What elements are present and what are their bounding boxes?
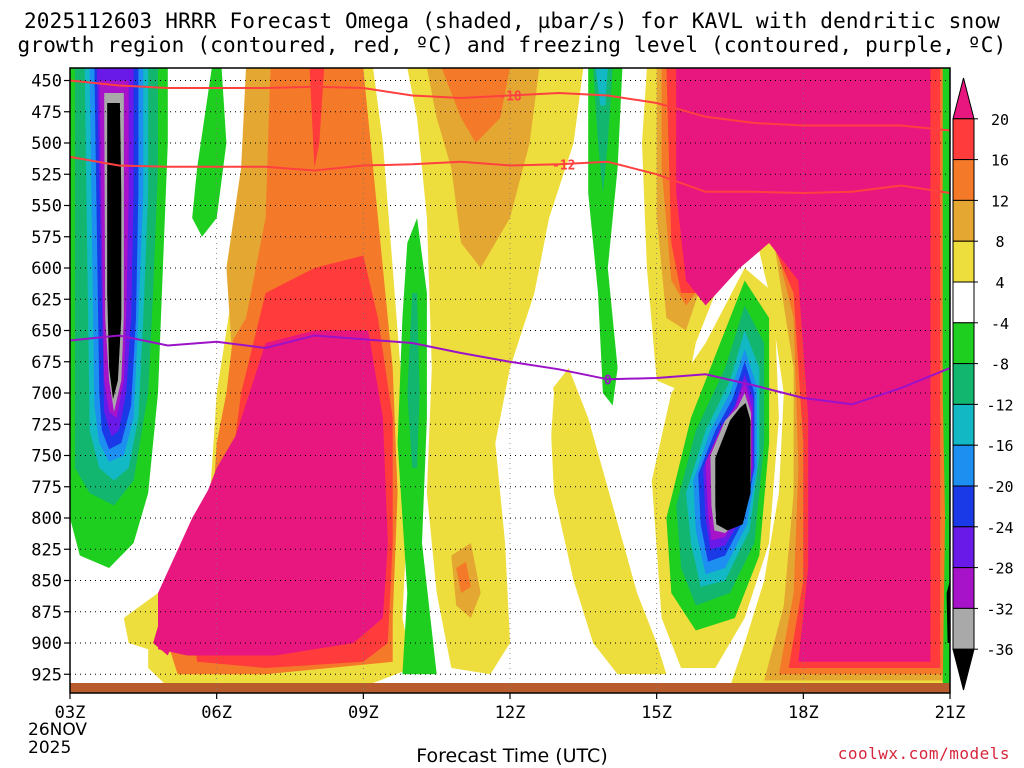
omega-region-29	[107, 103, 122, 400]
omega-region-45	[715, 403, 751, 531]
x-tick-label-09Z: 09Z	[348, 703, 379, 723]
y-tick-label-650: 650	[31, 322, 62, 342]
grid-lines	[69, 68, 951, 693]
x-axis: 03Z 06Z 09Z 12Z 15Z 18Z 21Z	[55, 693, 966, 723]
colorbar-swatch-12	[952, 567, 975, 609]
omega-region-18	[456, 561, 471, 593]
credit-link[interactable]: coolwx.com/models	[837, 744, 1010, 763]
y-tick-label-925: 925	[31, 665, 62, 685]
colorbar-label-6: -8	[991, 356, 1009, 374]
omega-region-10	[226, 68, 271, 343]
y-tick-label-875: 875	[31, 603, 62, 623]
omega-region-19	[373, 68, 408, 193]
y-tick-label-675: 675	[31, 353, 62, 373]
freezing-contour-label-0: 0	[604, 373, 612, 388]
colorbar-label-12: -32	[986, 600, 1013, 618]
freezing-contour-0	[70, 334, 950, 406]
y-tick-label-525: 525	[31, 165, 62, 185]
y-tick-label-575: 575	[31, 228, 62, 248]
colorbar-swatch-10	[952, 485, 975, 528]
colorbar-label-8: -16	[986, 437, 1013, 455]
colorbar-swatch-0	[952, 77, 975, 120]
dendritic-contour-label-0: -18	[498, 90, 522, 105]
y-tick-label-725: 725	[31, 415, 62, 435]
omega-region-14	[158, 330, 388, 656]
colorbar-swatch-11	[952, 526, 975, 569]
x-tick-label-15Z: 15Z	[641, 703, 672, 723]
omega-region-16	[309, 68, 325, 168]
omega-region-15	[153, 418, 246, 656]
omega-region-46	[942, 68, 950, 687]
omega-region-30	[192, 68, 227, 237]
chart-title-line-2: growth region (contoured, red, ºC) and f…	[17, 33, 1007, 57]
omega-region-3	[549, 368, 667, 675]
y-tick-label-800: 800	[31, 509, 62, 529]
colorbar-label-7: -12	[986, 396, 1013, 414]
chart-title-line-1: 2025112603 HRRR Forecast Omega (shaded, …	[23, 9, 1001, 33]
run-date-year: 2025	[28, 738, 72, 758]
x-tick-label-12Z: 12Z	[495, 703, 526, 723]
dendritic-contour-0	[70, 79, 950, 132]
omega-region-20	[500, 318, 574, 675]
colorbar-label-13: -36	[986, 641, 1013, 659]
colorbar-swatch-5	[952, 281, 975, 324]
colorbar-label-10: -24	[986, 519, 1013, 537]
y-tick-label-750: 750	[31, 447, 62, 467]
y-tick-label-775: 775	[31, 478, 62, 498]
x-axis-label: Forecast Time (UTC)	[416, 745, 608, 767]
x-tick-label-06Z: 06Z	[201, 703, 232, 723]
colorbar-label-1: 16	[991, 152, 1009, 170]
colorbar-swatch-4	[952, 240, 975, 283]
omega-region-47	[946, 580, 950, 643]
colorbar-label-9: -20	[986, 478, 1013, 496]
omega-region-8	[676, 68, 931, 662]
colorbar-label-2: 12	[991, 192, 1009, 210]
colorbar-swatch-13	[952, 607, 975, 650]
y-tick-label-700: 700	[31, 384, 62, 404]
colorbar-swatch-7	[952, 363, 975, 405]
run-date-day: 26NOV	[28, 720, 88, 740]
omega-region-2	[407, 68, 584, 675]
colorbar-swatch-3	[952, 199, 975, 242]
colorbar-label-0: 20	[991, 111, 1009, 129]
colorbar-legend: 20 16 12 8 4 -4 -8 -12 -16 -20 -24 -28 -32 -36	[952, 77, 1014, 691]
omega-region-12	[441, 68, 510, 143]
omega-region-11	[426, 68, 540, 268]
y-axis: 450 475 500 525 550 575 600 625 650 675 700 725 750 7…	[31, 72, 70, 685]
y-tick-label-500: 500	[31, 134, 62, 154]
colorbar-swatch-6	[952, 322, 975, 365]
y-tick-label-550: 550	[31, 197, 62, 217]
x-tick-label-03Z: 03Z	[55, 703, 86, 723]
y-tick-label-825: 825	[31, 540, 62, 560]
y-tick-label-900: 900	[31, 634, 62, 654]
x-tick-label-18Z: 18Z	[788, 703, 819, 723]
dendritic-contour-label-1: -12	[552, 158, 575, 173]
y-tick-label-850: 850	[31, 572, 62, 592]
colorbar-swatch-14	[952, 648, 975, 691]
colorbar-label-3: 8	[995, 233, 1004, 251]
y-tick-label-450: 450	[31, 72, 62, 92]
colorbar-label-4: 4	[995, 274, 1004, 292]
colorbar-label-11: -28	[986, 560, 1013, 578]
omega-region-34	[593, 68, 613, 193]
y-tick-label-625: 625	[31, 290, 62, 310]
contour-lines: -18 -12 0	[70, 79, 950, 406]
dendritic-contour-1	[70, 155, 950, 195]
colorbar-label-5: -4	[991, 315, 1009, 333]
colorbar-swatch-1	[952, 118, 975, 161]
colorbar-swatch-9	[952, 444, 975, 487]
y-tick-label-475: 475	[31, 103, 62, 123]
omega-shaded-field	[70, 68, 950, 693]
colorbar-swatch-8	[952, 403, 975, 446]
colorbar-swatch-2	[952, 159, 975, 201]
y-tick-label-600: 600	[31, 259, 62, 279]
x-tick-label-21Z: 21Z	[935, 703, 966, 723]
